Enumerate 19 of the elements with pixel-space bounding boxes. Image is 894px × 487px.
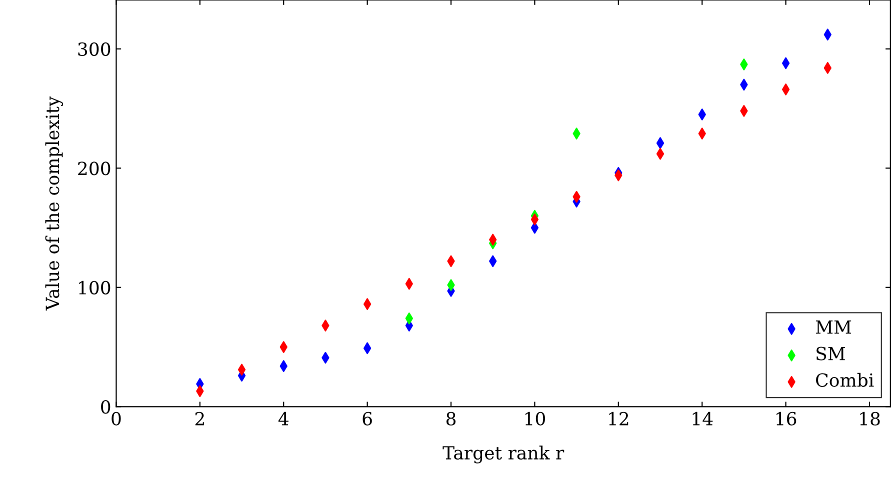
legend-label: SM (816, 346, 845, 360)
x-tick-label: 8 (446, 412, 456, 426)
x-tick-label: 16 (776, 412, 796, 426)
x-axis-title: Target rank r (442, 446, 564, 464)
legend-label: Combi (816, 372, 874, 387)
y-axis-title: Value of the complexity (45, 96, 64, 311)
y-tick-label: 100 (79, 280, 110, 295)
y-tick-label: 300 (78, 42, 110, 56)
y-tick-label: 0 (101, 400, 110, 414)
x-tick-label: 4 (278, 412, 288, 426)
x-tick-label: 12 (609, 412, 628, 426)
x-tick-label: 6 (362, 412, 372, 426)
y-tick-label: 200 (78, 162, 110, 176)
x-tick-label: 14 (692, 412, 713, 426)
x-tick-label: 18 (860, 412, 880, 426)
x-tick-label: 10 (525, 412, 545, 426)
legend-label: MM (816, 320, 852, 334)
x-tick-label: 0 (112, 412, 121, 426)
x-tick-label: 2 (195, 412, 204, 426)
